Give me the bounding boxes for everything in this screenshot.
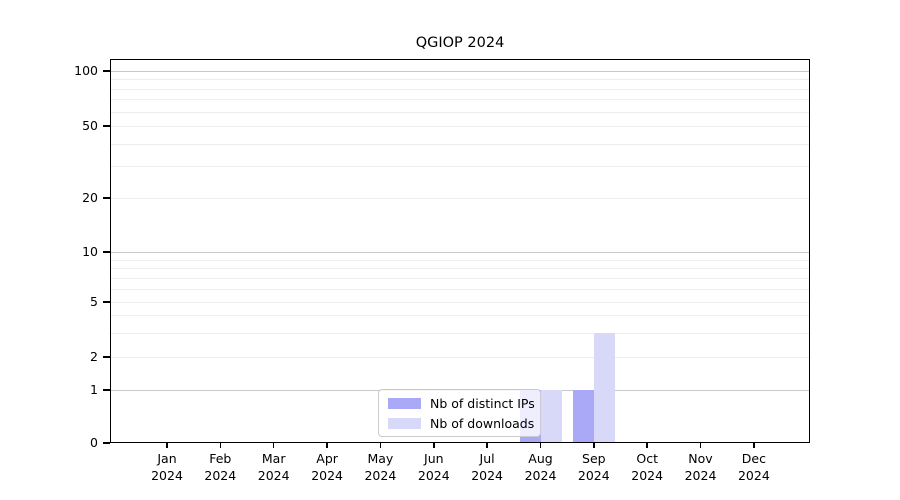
x-tick-month-jun: Jun [424, 451, 444, 466]
minor-gridline-y-40 [111, 143, 809, 145]
x-tick-year-nov: 2024 [684, 467, 717, 483]
legend-swatch-downloads-icon [388, 417, 421, 429]
x-tick-month-mar: Mar [261, 451, 286, 466]
x-tick-year-mar: 2024 [257, 467, 290, 483]
y-tick-label-5: 5 [90, 294, 98, 309]
bar-nb-of-downloads-sep [593, 332, 615, 443]
minor-gridline-y-30 [111, 166, 809, 168]
legend-swatch-distinct-ips-icon [388, 397, 421, 409]
y-tick-label-10: 10 [82, 244, 98, 259]
x-tick-label-feb: Feb 2024 [188, 451, 252, 484]
legend-label-downloads: Nb of downloads [430, 415, 535, 431]
legend-item-distinct-ips: Nb of distinct IPs [388, 396, 540, 411]
x-tick-month-aug: Aug [528, 451, 553, 466]
y-tick-50 [103, 125, 110, 127]
x-tick-month-nov: Nov [688, 451, 713, 466]
minor-gridline-y-80 [111, 88, 809, 90]
x-tick-sep [593, 443, 595, 448]
plot-area-border [110, 59, 810, 443]
minor-gridline-y-90 [111, 79, 809, 81]
y-tick-1 [103, 389, 110, 391]
x-tick-label-jul: Jul 2024 [455, 451, 519, 484]
y-tick-2 [103, 356, 110, 358]
minor-gridline-y-8 [111, 268, 809, 270]
y-tick-label-50: 50 [82, 118, 98, 133]
gridline-y-50 [111, 126, 809, 127]
x-tick-year-aug: 2024 [524, 467, 557, 483]
x-tick-aug [539, 443, 542, 448]
x-tick-year-jul: 2024 [471, 467, 503, 483]
x-tick-month-oct: Oct [636, 451, 658, 466]
gridline-y-2 [111, 357, 809, 358]
y-tick-label-2: 2 [90, 349, 98, 364]
y-tick-100 [103, 70, 110, 72]
x-tick-label-dec: Dec 2024 [722, 451, 786, 484]
x-tick-year-jun: 2024 [417, 467, 450, 483]
gridline-y-10 [111, 252, 809, 253]
x-tick-jan [166, 443, 168, 448]
legend-item-downloads: Nb of downloads [388, 416, 540, 431]
x-tick-may [379, 443, 382, 448]
minor-gridline-y-6 [111, 288, 809, 290]
x-tick-apr [326, 443, 328, 448]
y-tick-label-0: 0 [90, 435, 98, 450]
bar-nb-of-downloads-aug [540, 390, 562, 443]
y-tick-label-1: 1 [90, 382, 98, 397]
chart-title: QGIOP 2024 [415, 35, 505, 51]
x-tick-year-jan: 2024 [151, 467, 183, 483]
x-tick-jun [433, 443, 435, 448]
x-tick-label-nov: Nov 2024 [669, 451, 733, 484]
x-tick-year-feb: 2024 [204, 467, 237, 483]
y-tick-label-100: 100 [74, 63, 98, 78]
x-tick-year-sep: 2024 [577, 467, 610, 483]
x-tick-dec [753, 443, 755, 448]
gridline-y-5 [111, 302, 809, 303]
x-tick-month-jan: Jan [157, 451, 177, 466]
x-tick-month-dec: Dec [741, 451, 766, 466]
y-tick-10 [103, 251, 110, 253]
gridline-y-20 [111, 198, 809, 199]
x-tick-label-sep: Sep 2024 [562, 451, 626, 484]
x-tick-year-dec: 2024 [737, 467, 770, 483]
minor-gridline-y-3 [111, 332, 809, 334]
x-tick-label-jun: Jun 2024 [402, 451, 466, 484]
x-tick-year-may: 2024 [364, 467, 397, 483]
y-tick-0 [103, 442, 110, 444]
y-tick-label-20: 20 [82, 190, 98, 205]
x-tick-month-jul: Jul [479, 451, 495, 466]
minor-gridline-y-4 [111, 315, 809, 317]
y-tick-20 [103, 197, 110, 199]
gridline-y-100 [111, 71, 809, 72]
minor-gridline-y-60 [111, 111, 809, 113]
x-tick-mar [272, 443, 275, 448]
x-tick-label-apr: Apr 2024 [295, 451, 359, 484]
x-tick-month-feb: Feb [209, 451, 232, 466]
legend: Nb of distinct IPs Nb of downloads [378, 389, 541, 437]
x-tick-label-jan: Jan 2024 [135, 451, 199, 484]
x-tick-nov [699, 443, 702, 448]
bar-nb-of-distinct-ips-sep [572, 390, 594, 443]
x-tick-jul [486, 443, 488, 448]
minor-gridline-y-9 [111, 259, 809, 261]
x-tick-label-oct: Oct 2024 [615, 451, 679, 484]
x-tick-month-may: May [367, 451, 394, 466]
minor-gridline-y-70 [111, 99, 809, 101]
x-tick-label-mar: Mar 2024 [242, 451, 306, 484]
x-tick-label-may: May 2024 [348, 451, 412, 484]
x-tick-month-apr: Apr [316, 451, 338, 466]
x-tick-label-aug: Aug 2024 [509, 451, 573, 484]
minor-gridline-y-7 [111, 277, 809, 279]
y-tick-5 [103, 301, 110, 303]
legend-label-distinct-ips: Nb of distinct IPs [430, 395, 535, 411]
x-tick-year-apr: 2024 [311, 467, 343, 483]
x-tick-oct [646, 443, 648, 448]
x-tick-feb [219, 443, 222, 448]
x-tick-year-oct: 2024 [631, 467, 664, 483]
x-tick-month-sep: Sep [582, 451, 606, 466]
